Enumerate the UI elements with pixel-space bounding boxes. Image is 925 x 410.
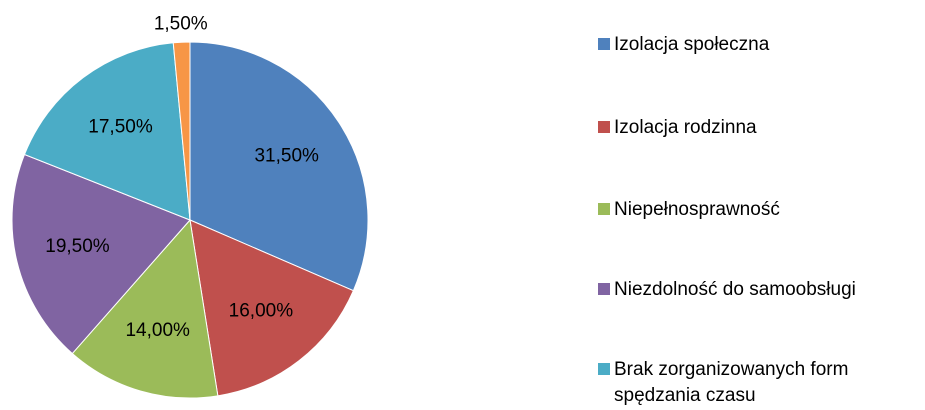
legend-swatch — [598, 38, 610, 50]
legend-item: Brak zorganizowanych form spędzania czas… — [598, 357, 918, 409]
legend-item: Niepełnosprawność — [598, 197, 918, 223]
legend-label: Niepełnosprawność — [614, 199, 780, 220]
legend-swatch — [598, 203, 610, 215]
legend-item: Niezdolność do samoobsługi — [598, 277, 918, 303]
data-label: 1,50% — [154, 13, 208, 34]
legend-label: Izolacja społeczna — [614, 34, 770, 55]
legend-item: Izolacja społeczna — [598, 32, 918, 58]
legend-label: Niezdolność do samoobsługi — [614, 279, 856, 300]
legend-item: Izolacja rodzinna — [598, 115, 918, 141]
data-label: 17,50% — [88, 116, 153, 137]
data-label: 16,00% — [229, 300, 294, 321]
pie-slice — [71, 218, 219, 399]
pie-slice — [189, 41, 369, 292]
data-label: 19,50% — [45, 236, 110, 257]
pie-slice — [11, 153, 191, 355]
legend-swatch — [598, 121, 610, 133]
data-label: 14,00% — [125, 320, 190, 341]
data-label: 31,50% — [254, 145, 319, 166]
legend-swatch — [598, 283, 610, 295]
pie-slice — [189, 219, 355, 397]
pie-slice — [23, 42, 191, 221]
pie-slice — [172, 41, 191, 221]
legend-label: Brak zorganizowanych form spędzania czas… — [614, 359, 849, 406]
legend-label: Izolacja rodzinna — [614, 117, 757, 138]
legend-swatch — [598, 363, 610, 375]
